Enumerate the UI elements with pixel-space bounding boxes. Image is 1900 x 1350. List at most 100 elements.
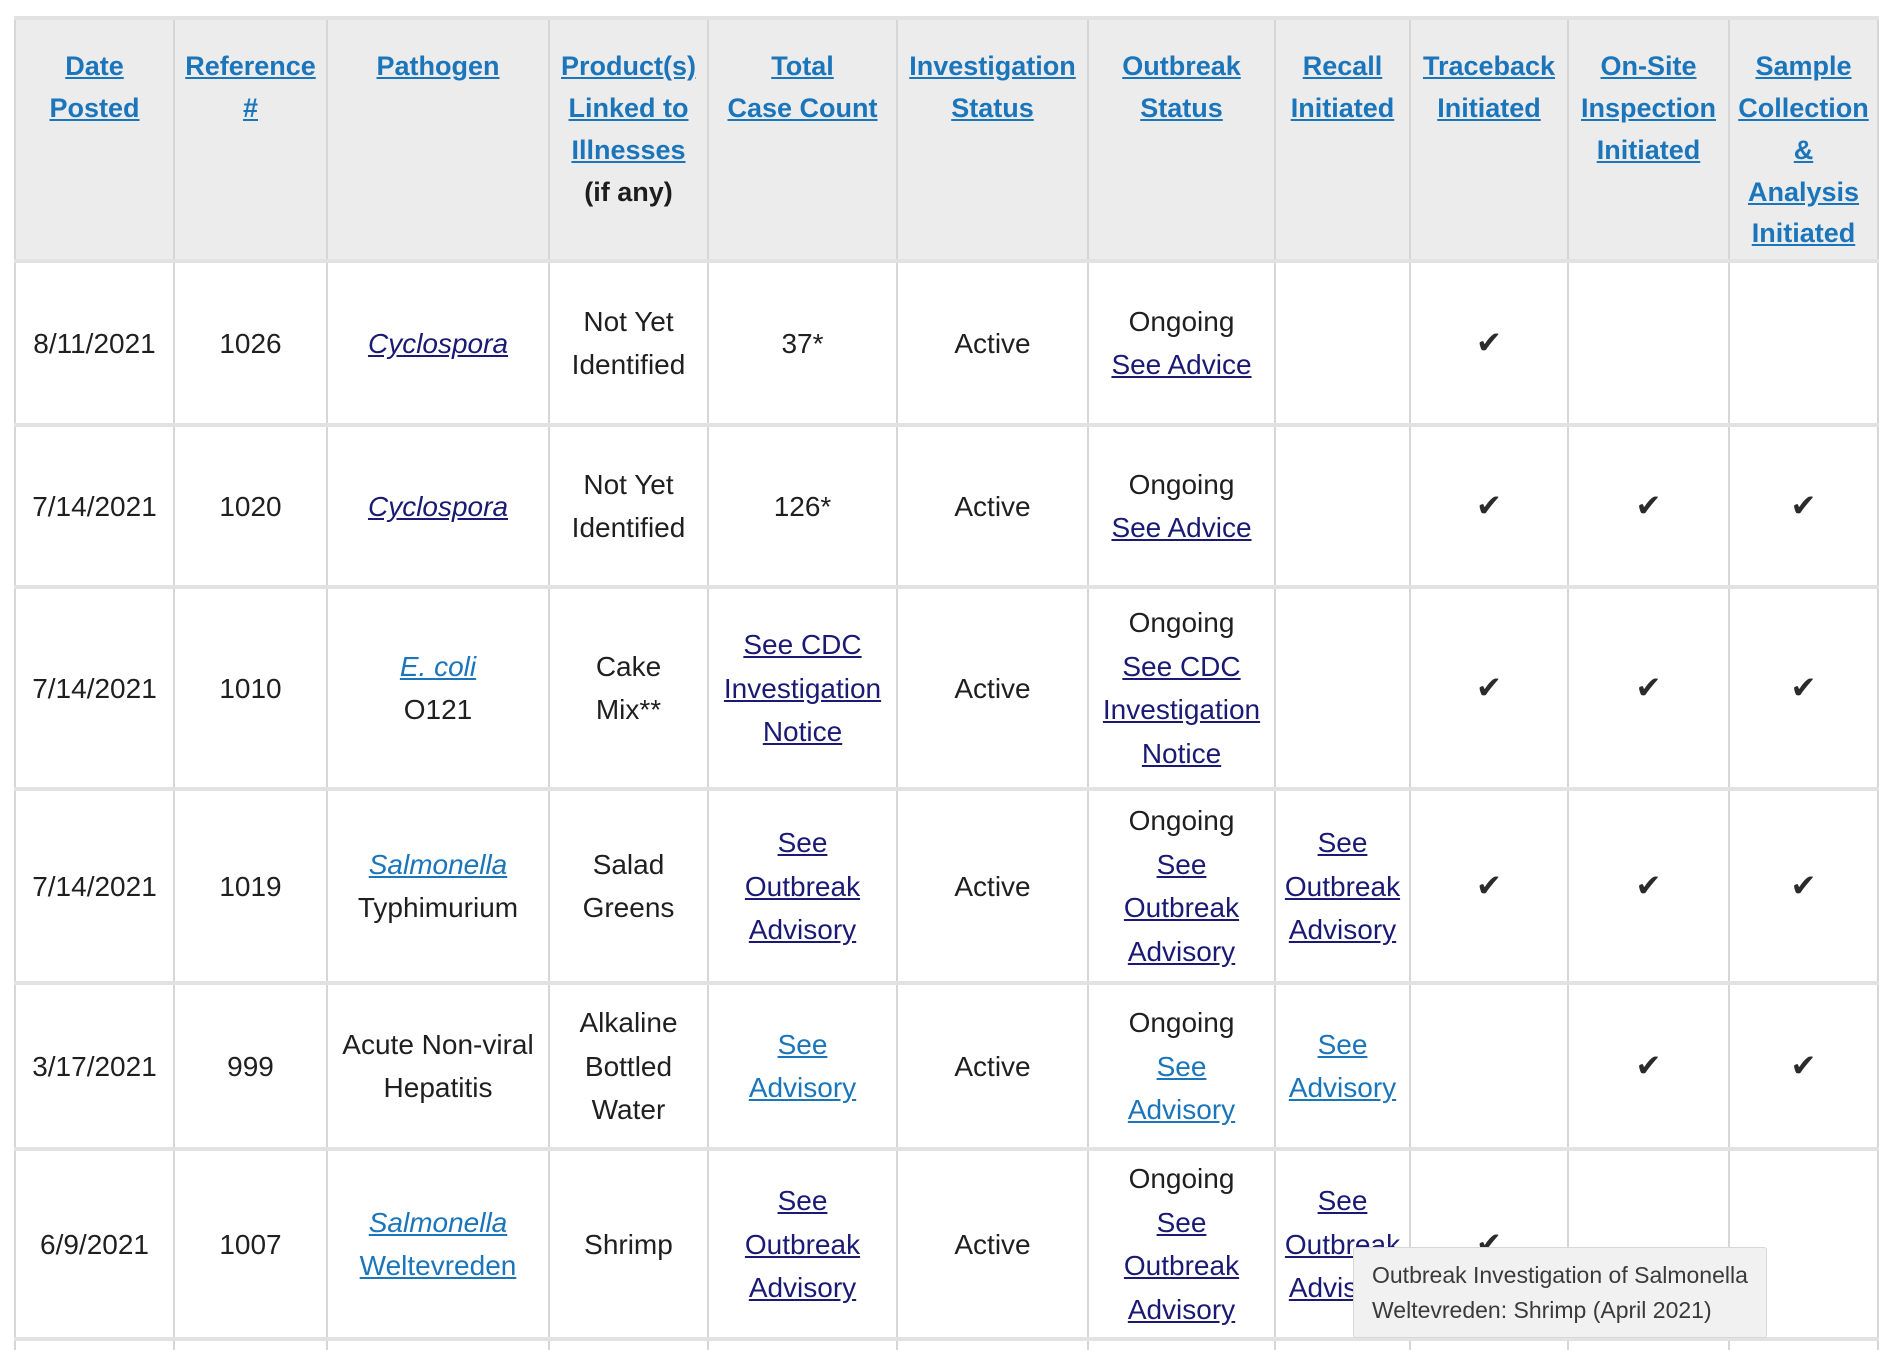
pathogen-sort-link[interactable]: Pathogen: [376, 51, 500, 81]
traceback-initiated-sort-link[interactable]: Traceback Initiated: [1422, 51, 1556, 123]
reference-cell: 1007: [173, 1147, 328, 1342]
date-cell: 7/14/2021: [14, 423, 175, 590]
col-header-product: Product(s) Linked to Illnesses (if any): [548, 15, 709, 264]
col-header-total-case-count: Total Case Count: [707, 15, 898, 264]
reference-cell: 999: [173, 981, 328, 1152]
pathogen-link[interactable]: E. coli: [399, 650, 477, 682]
outbreak-advisory-link[interactable]: See CDC Investigation Notice: [1102, 650, 1261, 769]
outbreak-advisory-link[interactable]: See Advice: [1111, 349, 1252, 381]
col-header-onsite-inspection: On-Site Inspection Initiated: [1567, 15, 1730, 264]
pathogen-cell: Salmonella Weltevreden: [326, 1147, 550, 1342]
col-header-traceback-initiated: Traceback Initiated: [1409, 15, 1569, 264]
total-case-count-sort-link[interactable]: Total Case Count: [727, 51, 878, 123]
outbreak-advisory-link[interactable]: See Advisory: [1127, 1050, 1236, 1125]
pathogen-cell: Cyclospora: [326, 259, 550, 428]
outbreak-status-cell: Ongoing See Outbreak Advisory: [1087, 787, 1276, 986]
pathogen-cell: E. coli O121: [326, 585, 550, 792]
pathogen-link[interactable]: Cyclospora: [367, 327, 509, 359]
pathogen-link[interactable]: Cyclospora: [367, 490, 509, 522]
sample-check: ✔: [1728, 981, 1879, 1152]
recall-cell: See Outbreak Advisory: [1274, 1147, 1411, 1342]
date-cell: 8/11/2021: [14, 259, 175, 428]
case-count-cell: [707, 1337, 898, 1350]
col-header-reference: Reference #: [173, 15, 328, 264]
outbreak-status-cell: Ongoing See Outbreak Advisory: [1087, 1147, 1276, 1342]
onsite-check: ✔: [1567, 787, 1730, 986]
table-row: 7/14/2021 1010 E. coli O121 Cake Mix** Se…: [14, 585, 1879, 792]
col-header-investigation-status: Investigation Status: [896, 15, 1089, 264]
table-row: 8/11/2021 1026 Cyclospora Not Yet Identi…: [14, 259, 1879, 428]
investigation-status-cell: [896, 1337, 1089, 1350]
date-posted-sort-link[interactable]: Date Posted: [49, 51, 140, 123]
traceback-check: ✔: [1409, 787, 1569, 986]
case-count-link[interactable]: See Outbreak Advisory: [744, 827, 861, 945]
outbreak-advisory-link[interactable]: See Outbreak Advisory: [1123, 848, 1240, 967]
table-header: Date Posted Reference # Pathogen Product…: [14, 15, 1879, 264]
case-count-link[interactable]: See Advisory: [748, 1028, 857, 1104]
pathogen-link[interactable]: Salmonella Weltevreden: [359, 1206, 517, 1282]
outbreak-status-cell: [1087, 1337, 1276, 1350]
recall-advisory-link[interactable]: See Outbreak Advisory: [1284, 827, 1401, 945]
case-count-cell: 126*: [707, 423, 898, 590]
pathogen-cell: Salmonella Typhimurium: [326, 787, 550, 986]
reference-cell: 1010: [173, 585, 328, 792]
col-header-pathogen: Pathogen: [326, 15, 550, 264]
date-cell: 7/14/2021: [14, 787, 175, 986]
recall-cell: See Advisory: [1274, 981, 1411, 1152]
outbreak-advisory-link[interactable]: See Outbreak Advisory: [1123, 1206, 1240, 1325]
onsite-inspection-sort-link[interactable]: On-Site Inspection Initiated: [1580, 51, 1716, 165]
case-count-cell: 37*: [707, 259, 898, 428]
sample-check: ✔: [1728, 585, 1879, 792]
sample-cell: [1728, 1337, 1879, 1350]
pathogen-link[interactable]: Salmonella: [368, 848, 508, 880]
onsite-check: ✔: [1567, 423, 1730, 590]
sample-check: [1728, 259, 1879, 428]
product-cell: [548, 1337, 709, 1350]
case-count-cell: See Advisory: [707, 981, 898, 1152]
onsite-check: ✔: [1567, 981, 1730, 1152]
outbreak-table: Date Posted Reference # Pathogen Product…: [14, 15, 1879, 1350]
case-count-cell: See Outbreak Advisory: [707, 787, 898, 986]
case-count-link[interactable]: See CDC Investigation Notice: [723, 629, 882, 747]
case-count-cell: See Outbreak Advisory: [707, 1147, 898, 1342]
recall-advisory-link[interactable]: See Advisory: [1288, 1028, 1397, 1104]
sample-check: ✔: [1728, 787, 1879, 986]
traceback-cell: [1409, 1337, 1569, 1350]
product-cell: Shrimp: [548, 1147, 709, 1342]
outbreak-status-cell: Ongoing See Advisory: [1087, 981, 1276, 1152]
investigation-status-cell: Active: [896, 259, 1089, 428]
outbreak-status-cell: Ongoing See Advice: [1087, 259, 1276, 428]
reference-sort-link[interactable]: Reference #: [185, 51, 316, 123]
pathogen-cell: Acute Non-viral Hepatitis: [326, 981, 550, 1152]
traceback-check: [1409, 981, 1569, 1152]
onsite-check: ✔: [1567, 585, 1730, 792]
recall-cell: [1274, 1337, 1411, 1350]
investigation-status-cell: Active: [896, 981, 1089, 1152]
outbreak-status-cell: Ongoing See Advice: [1087, 423, 1276, 590]
product-cell: Not Yet Identified: [548, 423, 709, 590]
recall-initiated-sort-link[interactable]: Recall Initiated: [1290, 51, 1395, 123]
outbreak-status-sort-link[interactable]: Outbreak Status: [1122, 51, 1241, 123]
outbreak-status-cell: Ongoing See CDC Investigation Notice: [1087, 585, 1276, 792]
reference-cell: [173, 1337, 328, 1350]
investigation-status-cell: Active: [896, 423, 1089, 590]
pathogen-cell: [326, 1337, 550, 1350]
reference-cell: 1026: [173, 259, 328, 428]
recall-cell: See Outbreak Advisory: [1274, 787, 1411, 986]
product-sort-link[interactable]: Product(s) Linked to Illnesses: [561, 51, 696, 165]
sample-collection-sort-link[interactable]: Sample Collection & Analysis Initiated: [1738, 51, 1869, 249]
product-cell: Not Yet Identified: [548, 259, 709, 428]
recall-cell: [1274, 585, 1411, 792]
case-count-link[interactable]: See Outbreak Advisory: [744, 1185, 861, 1303]
onsite-check: [1567, 259, 1730, 428]
outbreak-advisory-link[interactable]: See Advice: [1111, 512, 1252, 544]
traceback-check: ✔: [1409, 259, 1569, 428]
recall-cell: [1274, 259, 1411, 428]
table-row: 7/14/2021 1019 Salmonella Typhimurium Sal…: [14, 787, 1879, 986]
table-row: 7/14/2021 1020 Cyclospora Not Yet Identi…: [14, 423, 1879, 590]
investigation-status-sort-link[interactable]: Investigation Status: [909, 51, 1076, 123]
date-cell: 7/14/2021: [14, 585, 175, 792]
product-cell: Salad Greens: [548, 787, 709, 986]
col-header-recall-initiated: Recall Initiated: [1274, 15, 1411, 264]
onsite-cell: [1567, 1337, 1730, 1350]
